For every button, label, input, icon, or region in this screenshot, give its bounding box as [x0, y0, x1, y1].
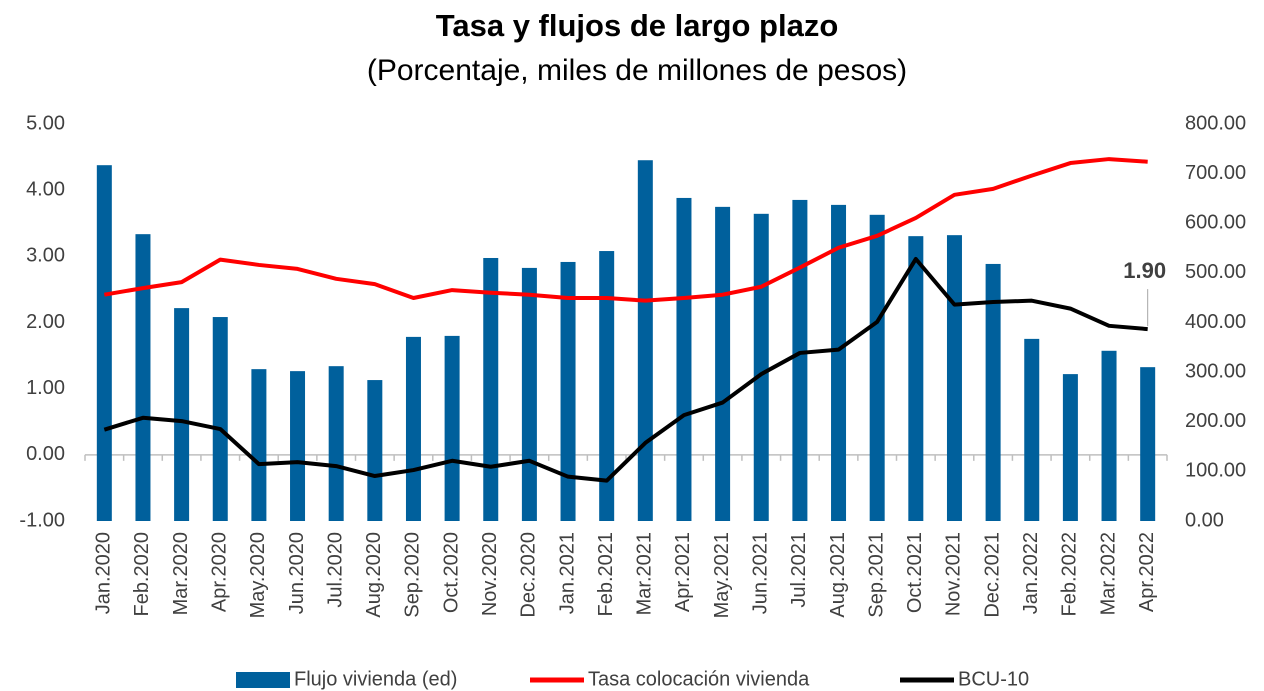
x-tick-label: Apr.2022 — [1136, 532, 1158, 612]
y-tick-label: 2.00 — [26, 311, 65, 333]
y2-tick-label: 300.00 — [1185, 360, 1246, 382]
x-tick-label: Jun.2021 — [750, 532, 772, 614]
bar — [753, 213, 769, 522]
bar — [908, 236, 924, 521]
x-tick-label: Jan.2020 — [93, 532, 115, 614]
y-tick-label: 0.00 — [26, 443, 65, 465]
bar — [174, 308, 190, 521]
x-tick-label: Oct.2020 — [440, 532, 462, 613]
bar — [831, 204, 847, 522]
legend-label: Flujo vivienda (ed) — [294, 668, 457, 690]
x-tick-label: Mar.2021 — [634, 532, 656, 615]
line — [103, 157, 1148, 303]
bar — [1140, 367, 1156, 521]
x-tick-label: Jul.2020 — [324, 532, 346, 608]
chart-subtitle: (Porcentaje, miles de millones de pesos) — [367, 54, 907, 87]
x-tick-label: Nov.2021 — [943, 532, 965, 616]
y2-tick-label: 600.00 — [1185, 212, 1246, 234]
bar — [405, 336, 421, 521]
y-tick-label: 4.00 — [26, 178, 65, 200]
x-tick-label: Sep.2020 — [402, 532, 424, 618]
line — [103, 256, 1148, 483]
bar — [444, 335, 460, 521]
bar — [637, 160, 653, 521]
bar — [328, 366, 344, 521]
y2-tick-label: 400.00 — [1185, 311, 1246, 333]
bar — [521, 267, 537, 521]
x-tick-label: Feb.2020 — [131, 532, 153, 617]
x-tick-label: Aug.2021 — [827, 532, 849, 618]
y-tick-label: -1.00 — [19, 509, 65, 531]
bar — [251, 369, 267, 521]
y2-tick-label: 0.00 — [1185, 509, 1224, 531]
legend-swatch — [236, 672, 290, 688]
x-tick-label: Aug.2020 — [363, 532, 385, 618]
x-tick-label: Nov.2020 — [479, 532, 501, 616]
bar — [1101, 350, 1117, 521]
x-tick-label: Jan.2022 — [1020, 532, 1042, 614]
x-tick-label: Feb.2021 — [595, 532, 617, 617]
x-tick-label: Mar.2022 — [1097, 532, 1119, 615]
x-tick-label: Mar.2020 — [170, 532, 192, 615]
x-tick-label: Feb.2022 — [1059, 532, 1081, 617]
bar — [985, 263, 1001, 521]
bar — [1024, 338, 1040, 521]
bar — [560, 261, 576, 521]
x-tick-label: Sep.2021 — [865, 532, 887, 618]
x-tick-label: Dec.2020 — [518, 532, 540, 618]
chart-title: Tasa y flujos de largo plazo — [436, 8, 839, 43]
x-tick-label: Oct.2021 — [904, 532, 926, 613]
bar — [599, 251, 615, 522]
x-tick-label: Dec.2021 — [981, 532, 1003, 618]
y2-tick-label: 100.00 — [1185, 460, 1246, 482]
bar — [946, 235, 962, 521]
bar — [676, 197, 692, 521]
legend-label: BCU-10 — [958, 668, 1029, 690]
data-label: 1.90 — [1123, 258, 1166, 283]
y2-tick-label: 700.00 — [1185, 162, 1246, 184]
bar — [715, 206, 731, 521]
y-tick-label: 5.00 — [26, 112, 65, 134]
bar — [1062, 374, 1078, 521]
bar — [212, 317, 228, 521]
x-tick-label: Apr.2021 — [672, 532, 694, 612]
bar — [367, 380, 383, 521]
bar — [96, 165, 112, 521]
bar — [869, 214, 885, 521]
bar — [483, 257, 499, 521]
y2-tick-label: 800.00 — [1185, 112, 1246, 134]
bar — [135, 234, 151, 522]
x-tick-label: May.2020 — [247, 532, 269, 618]
y2-tick-label: 200.00 — [1185, 410, 1246, 432]
x-tick-label: Apr.2020 — [209, 532, 231, 612]
y-tick-label: 1.00 — [26, 377, 65, 399]
bar — [290, 371, 306, 521]
bar — [792, 199, 808, 521]
x-tick-label: Jan.2021 — [556, 532, 578, 614]
x-tick-label: May.2021 — [711, 532, 733, 618]
x-tick-label: Jun.2020 — [286, 532, 308, 614]
y-tick-label: 3.00 — [26, 245, 65, 267]
x-tick-label: Jul.2021 — [788, 532, 810, 608]
y2-tick-label: 500.00 — [1185, 261, 1246, 283]
legend-label: Tasa colocación vivienda — [588, 668, 810, 690]
